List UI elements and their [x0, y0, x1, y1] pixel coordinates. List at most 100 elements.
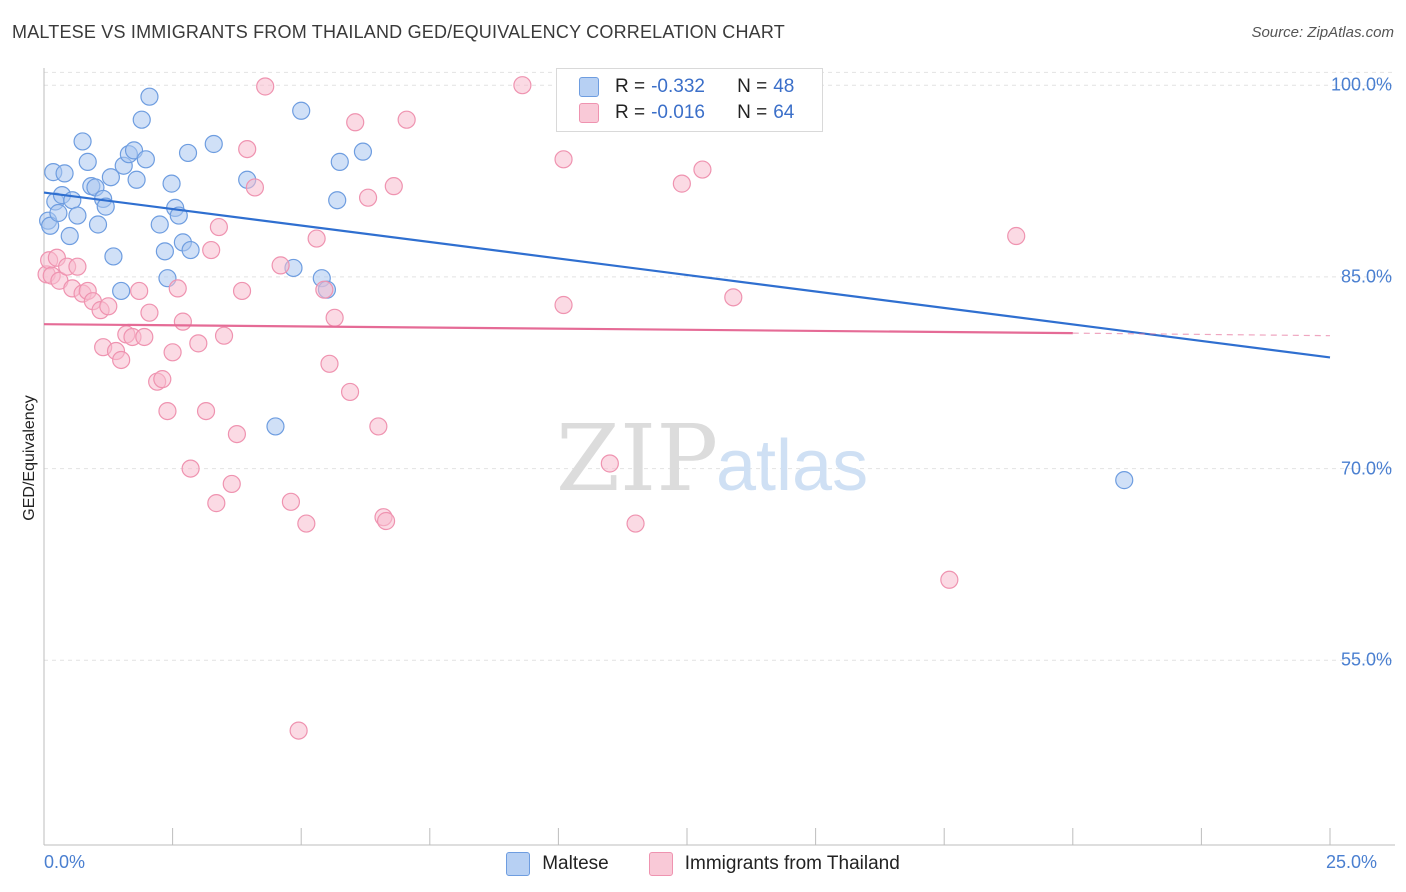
maltese-point [178, 143, 198, 163]
maltese-point [96, 197, 115, 216]
x-tick-min: 0.0% [44, 852, 86, 872]
thailand-point [202, 240, 221, 260]
thailand-point [320, 354, 339, 373]
legend-r-value: -0.332 [651, 76, 705, 97]
thailand-point [513, 76, 532, 95]
thailand-point [158, 401, 177, 421]
thailand-point [140, 303, 159, 322]
maltese-point [63, 191, 82, 210]
thailand-point [376, 511, 396, 531]
thailand-point [315, 280, 334, 299]
maltese-trend-line [43, 191, 1331, 359]
axes [43, 68, 1395, 846]
thailand-point [340, 382, 360, 402]
maltese-point [266, 417, 285, 436]
maltese-point [330, 152, 349, 171]
thailand-point [693, 160, 712, 179]
legend-r-label: R = [615, 76, 646, 97]
maltese-point [292, 101, 311, 120]
trend-lines [43, 191, 1331, 359]
maltese-point [353, 142, 373, 161]
thailand-point [168, 279, 187, 298]
y-tick-label: 85.0% [1340, 266, 1392, 287]
maltese-point [328, 191, 347, 210]
legend-n-value: 48 [773, 76, 795, 97]
legend-label-thailand: Immigrants from Thailand [684, 853, 900, 874]
legend-swatch-blue [506, 852, 531, 876]
maltese-point [49, 203, 68, 223]
y-tick-label: 70.0% [1340, 458, 1392, 479]
legend-label-maltese: Maltese [542, 853, 609, 874]
legend-stats: R = -0.332 N = 48 R = -0.016 N = 64 [556, 68, 823, 132]
thailand-point [554, 150, 573, 169]
thailand-point [397, 110, 416, 129]
thailand-point [227, 424, 246, 444]
thailand-point [130, 281, 149, 301]
thailand-point [384, 177, 403, 196]
thailand-point [325, 308, 344, 327]
maltese-point [1115, 471, 1134, 490]
thailand-point [222, 474, 241, 494]
thailand-point [68, 257, 87, 276]
thailand-point [724, 288, 743, 307]
legend-swatch-pink [648, 852, 673, 876]
thailand-trend-extension [1072, 332, 1331, 337]
gridlines [44, 71, 1395, 661]
maltese-point [162, 174, 181, 193]
chart-source: Source: ZipAtlas.com [1251, 24, 1394, 41]
thailand-trend-line [43, 323, 1073, 335]
thailand-point [307, 229, 326, 248]
thailand-point [626, 514, 645, 533]
legend-item-thailand: Immigrants from Thailand [648, 852, 900, 876]
maltese-point [136, 150, 155, 169]
thailand-point [1007, 226, 1026, 246]
maltese-point [204, 134, 223, 154]
legend-r-value: -0.016 [651, 102, 705, 123]
thailand-point [232, 281, 252, 301]
maltese-point [73, 132, 92, 151]
thailand-point [940, 570, 959, 589]
maltese-point [112, 281, 131, 301]
thailand-point [600, 454, 619, 473]
thailand-point [153, 370, 172, 389]
thailand-point [163, 343, 182, 362]
legend-row-maltese: R = -0.332 N = 48 [579, 74, 794, 100]
maltese-point [78, 152, 97, 171]
watermark-zip: ZIP [556, 405, 718, 512]
thailand-point [297, 514, 316, 533]
maltese-point [181, 240, 200, 260]
maltese-point [60, 226, 79, 246]
thailand-point [672, 174, 691, 193]
thailand-point [112, 350, 131, 370]
x-tick-max: 25.0% [1326, 852, 1378, 872]
thailand-point [289, 721, 308, 740]
thailand-point [189, 334, 208, 353]
thailand-point [99, 297, 118, 316]
thailand-point [209, 217, 228, 237]
legend-n-value: 64 [773, 102, 795, 123]
legend-r-label: R = [615, 102, 646, 123]
thailand-point [271, 256, 290, 275]
maltese-point [155, 242, 174, 261]
maltese-point [41, 216, 60, 235]
thailand-point [207, 494, 226, 513]
thailand-point [256, 77, 275, 96]
legend-n-label: N = [737, 76, 768, 97]
maltese-point [101, 168, 120, 187]
thailand-point [181, 459, 200, 478]
y-tick-label: 55.0% [1340, 649, 1392, 670]
chart-title: MALTESE VS IMMIGRANTS FROM THAILAND GED/… [12, 22, 785, 42]
maltese-point [88, 215, 108, 234]
thailand-point [196, 401, 216, 421]
legend-row-thailand: R = -0.016 N = 64 [579, 100, 794, 126]
thailand-point [346, 113, 365, 132]
thailand-point [135, 327, 154, 347]
legend-swatch-blue [579, 77, 599, 97]
maltese-point [150, 215, 169, 234]
thailand-point [173, 312, 192, 331]
thailand-point [358, 188, 378, 207]
thailand-point [214, 326, 234, 345]
maltese-point [55, 164, 74, 183]
maltese-point [68, 206, 87, 225]
